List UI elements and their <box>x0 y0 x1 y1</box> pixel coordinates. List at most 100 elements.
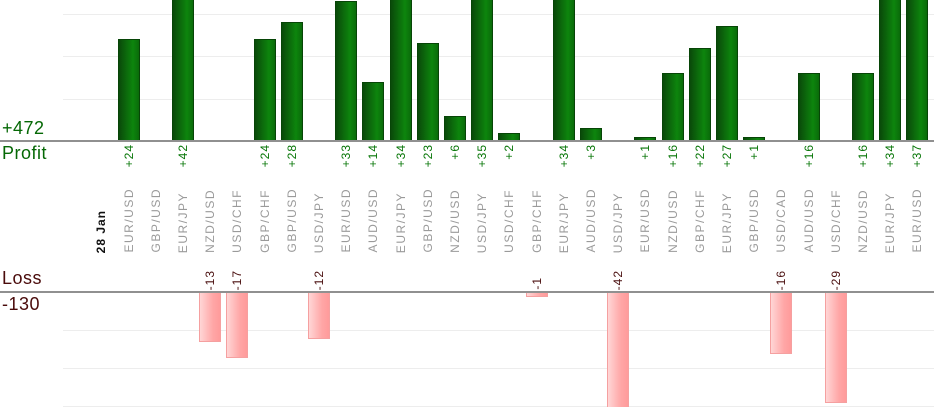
x-axis-label: AUD/USD <box>801 188 816 253</box>
gridline <box>63 368 934 369</box>
profit-bar <box>797 73 820 141</box>
x-axis-label: EUR/JPY <box>719 191 734 253</box>
x-axis-label: GBP/CHF <box>692 189 707 253</box>
profit-value-label: +35 <box>475 144 490 168</box>
gridline <box>63 406 934 407</box>
x-axis-label: AUD/USD <box>366 188 381 253</box>
x-axis-label: USD/CHF <box>502 189 517 253</box>
profit-bar <box>171 0 194 141</box>
profit-bar <box>471 0 494 141</box>
profit-value-label: +2 <box>502 144 517 160</box>
profit-value-label: +16 <box>855 144 870 168</box>
profit-bar <box>879 0 902 141</box>
gridline <box>63 98 934 100</box>
x-axis-label: AUD/USD <box>583 188 598 253</box>
profit-value-label: +34 <box>883 144 898 168</box>
profit-bar <box>280 22 303 141</box>
loss-bar <box>307 293 330 339</box>
profit-value-label: +34 <box>393 144 408 168</box>
profit-value-label: +1 <box>638 144 653 160</box>
x-axis-label: EUR/JPY <box>175 191 190 253</box>
x-axis-label: NZD/USD <box>203 189 218 253</box>
x-axis-label: EUR/USD <box>638 188 653 253</box>
profit-bar <box>552 0 575 141</box>
profit-value-label: +16 <box>665 144 680 168</box>
loss-bar <box>199 293 222 343</box>
profit-bar <box>117 39 140 141</box>
x-axis-label: USD/JPY <box>611 191 626 253</box>
x-axis-label: GBP/USD <box>148 188 163 253</box>
loss-value-label: -29 <box>828 269 843 290</box>
x-axis-label: GBP/USD <box>420 188 435 253</box>
x-axis-label: NZD/USD <box>447 189 462 253</box>
profit-axis-line <box>0 140 934 142</box>
profit-value-label: +6 <box>447 144 462 160</box>
loss-plot-area <box>0 293 934 407</box>
loss-value-label: -42 <box>611 269 626 290</box>
x-axis-label: GBP/USD <box>284 188 299 253</box>
profit-plot-area <box>0 0 934 141</box>
x-axis-label: GBP/CHF <box>529 189 544 253</box>
profit-bar <box>851 73 874 141</box>
profit-value-label: +24 <box>257 144 272 168</box>
profit-value-label: +28 <box>284 144 299 168</box>
x-axis-label: NZD/USD <box>855 189 870 253</box>
x-axis-label: USD/CHF <box>828 189 843 253</box>
profit-value-label: +37 <box>910 144 925 168</box>
loss-total: -130 <box>2 294 41 314</box>
profit-value-label: +14 <box>366 144 381 168</box>
profit-total: +472 <box>2 118 45 138</box>
profit-value-label: +24 <box>121 144 136 168</box>
x-axis-label: EUR/USD <box>910 188 925 253</box>
loss-bar <box>770 293 793 354</box>
x-axis-label: GBP/USD <box>747 188 762 253</box>
loss-bar <box>525 293 548 297</box>
profit-bar <box>335 0 358 141</box>
profit-value-label: +34 <box>556 144 571 168</box>
x-axis-label: EUR/USD <box>339 188 354 253</box>
gridline <box>63 330 934 331</box>
loss-value-label: -16 <box>774 269 789 290</box>
profit-value-label: +33 <box>339 144 354 168</box>
loss-value-label: -1 <box>529 277 544 290</box>
profit-value-label: +27 <box>719 144 734 168</box>
loss-value-label: -12 <box>311 269 326 290</box>
profit-value-label: +16 <box>801 144 816 168</box>
loss-value-label: -17 <box>230 269 245 290</box>
x-axis-label: EUR/JPY <box>556 191 571 253</box>
x-axis-label: USD/JPY <box>311 191 326 253</box>
x-axis-label: EUR/JPY <box>883 191 898 253</box>
profit-value-label: +1 <box>747 144 762 160</box>
profit-axis-label: Profit <box>2 143 48 163</box>
x-axis-label: EUR/JPY <box>393 191 408 253</box>
loss-axis-label: Loss <box>2 268 43 288</box>
x-axis-labels: 28 Jan EUR/USD GBP/USD EUR/JPY NZD/USD USD/CH… <box>0 183 934 253</box>
loss-axis-line <box>0 291 934 293</box>
loss-value-labels: -13 -17 -12 -1 -42 -16 -29 <box>0 258 934 290</box>
x-axis-label: NZD/USD <box>665 189 680 253</box>
profit-value-label: +22 <box>692 144 707 168</box>
loss-bar <box>226 293 249 358</box>
date-label: 28 Jan <box>94 209 109 253</box>
profit-bar <box>715 26 738 141</box>
x-axis-label: GBP/CHF <box>257 189 272 253</box>
profit-bar <box>661 73 684 141</box>
profit-value-label: +23 <box>420 144 435 168</box>
loss-value-label: -13 <box>203 269 218 290</box>
profit-bar <box>906 0 929 141</box>
profit-value-label: +3 <box>583 144 598 160</box>
gridline <box>63 13 934 15</box>
profit-bar <box>443 115 466 141</box>
profit-bar <box>362 81 385 141</box>
profit-bar <box>416 43 439 141</box>
profit-bar <box>253 39 276 141</box>
profit-bar <box>389 0 412 141</box>
x-axis-label: EUR/USD <box>121 188 136 253</box>
profit-value-label: +42 <box>175 144 190 168</box>
profit-bar <box>688 47 711 141</box>
x-axis-label: USD/JPY <box>475 191 490 253</box>
x-axis-label: USD/CAD <box>774 188 789 253</box>
loss-bar <box>824 293 847 404</box>
loss-bar <box>607 293 630 407</box>
